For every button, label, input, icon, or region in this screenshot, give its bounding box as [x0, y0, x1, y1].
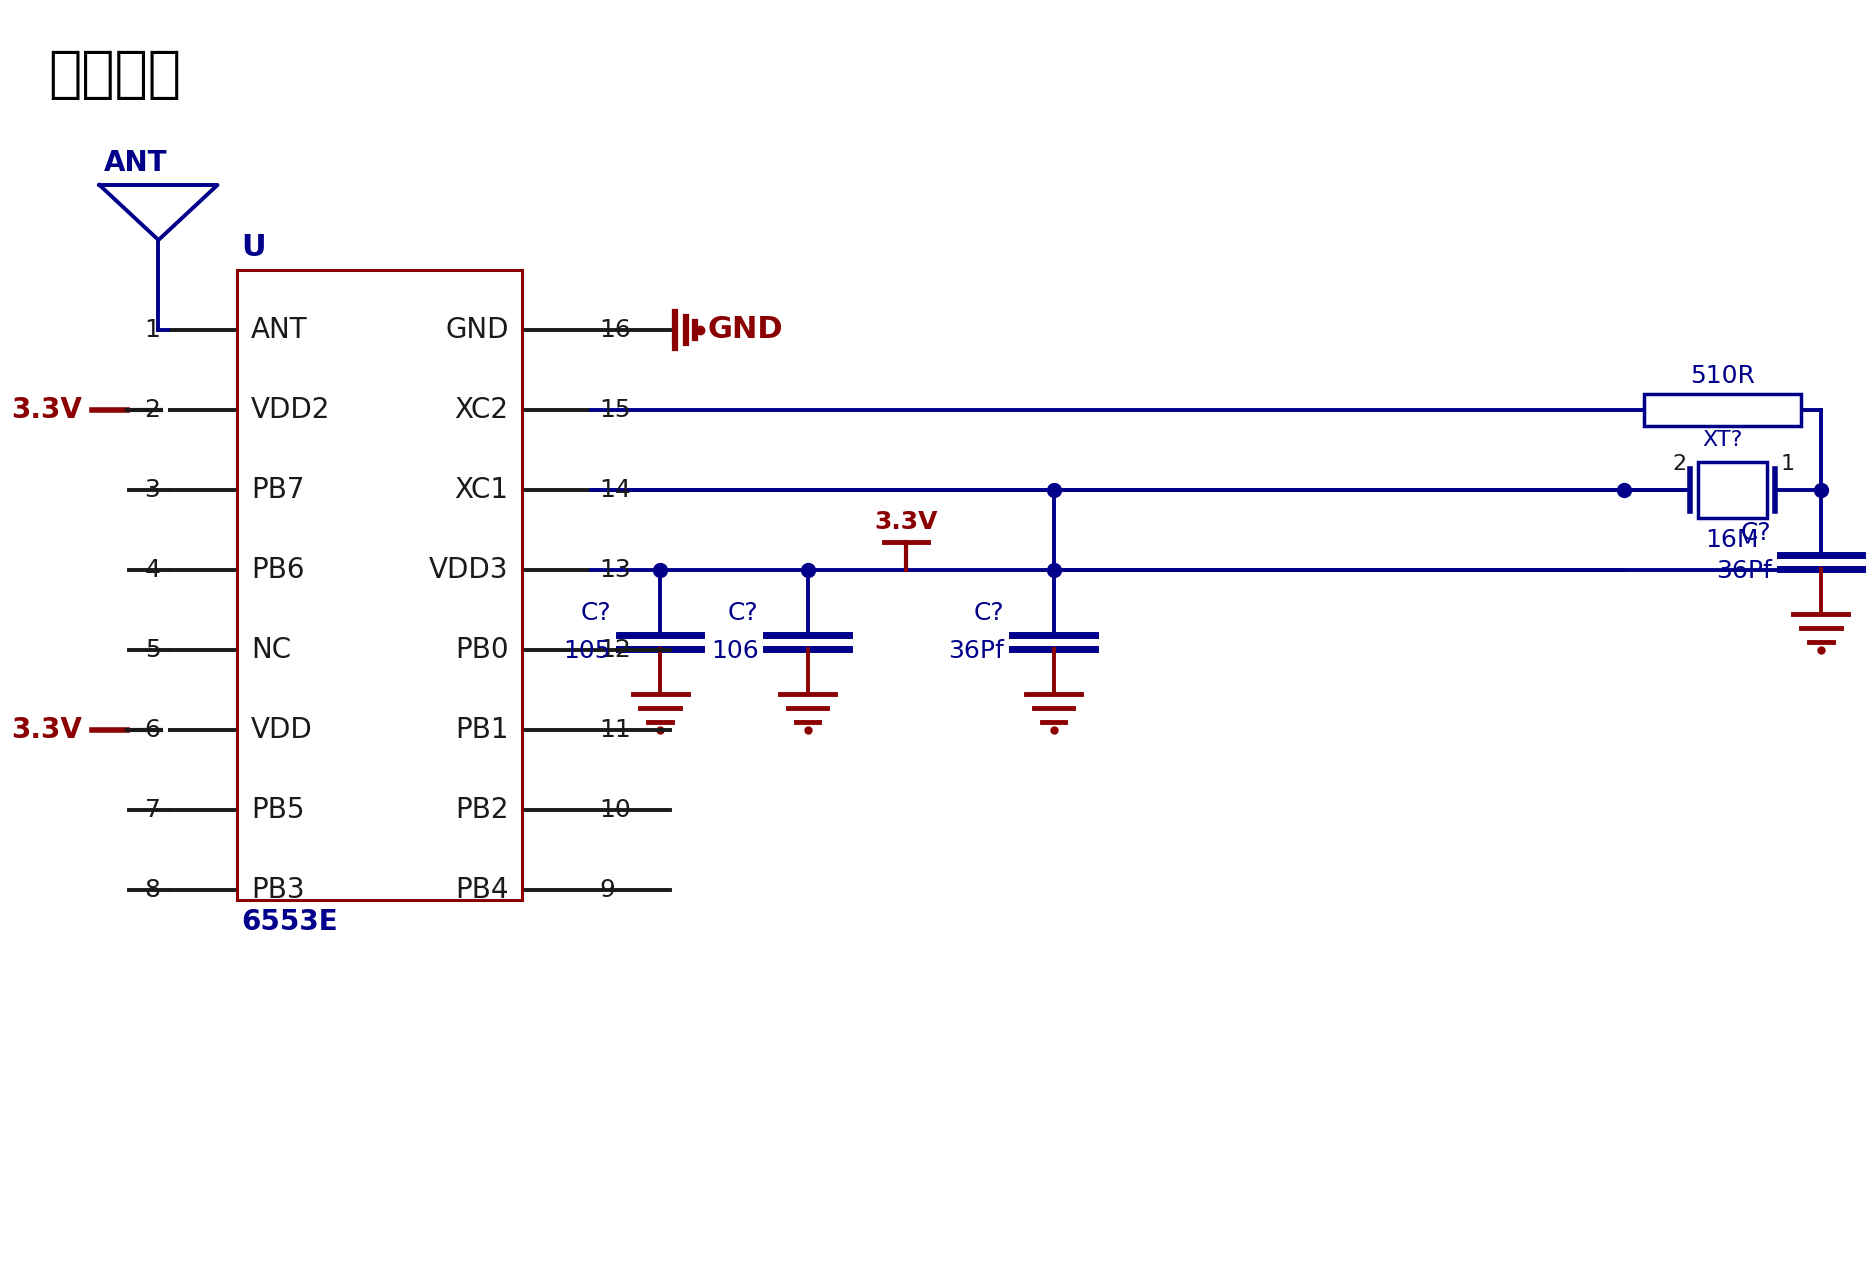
Text: 6: 6 — [144, 718, 161, 742]
Text: PB4: PB4 — [455, 876, 508, 904]
Bar — [1697, 462, 1766, 518]
Text: 16M: 16M — [1704, 528, 1759, 552]
Text: 510R: 510R — [1689, 365, 1753, 387]
Text: ANT: ANT — [251, 316, 307, 344]
Text: 9: 9 — [599, 879, 614, 901]
Text: 4: 4 — [144, 558, 161, 582]
Bar — [1643, 394, 1800, 425]
Text: PB6: PB6 — [251, 556, 303, 584]
Text: 15: 15 — [599, 398, 631, 422]
Text: VDD3: VDD3 — [429, 556, 508, 584]
Text: U: U — [242, 233, 266, 262]
Text: 7: 7 — [144, 798, 161, 822]
Text: 10: 10 — [599, 798, 631, 822]
Text: PB1: PB1 — [455, 717, 508, 744]
Text: 1: 1 — [1779, 454, 1794, 473]
Text: VDD: VDD — [251, 717, 313, 744]
Text: 3.3V: 3.3V — [11, 717, 82, 744]
Text: PB7: PB7 — [251, 476, 303, 504]
Text: 1: 1 — [144, 318, 161, 342]
Text: XC2: XC2 — [455, 396, 508, 424]
Text: C?: C? — [727, 601, 759, 625]
Text: 参考设计: 参考设计 — [49, 48, 182, 103]
Text: XC1: XC1 — [455, 476, 508, 504]
Text: C?: C? — [1740, 522, 1770, 544]
Text: 16: 16 — [599, 318, 631, 342]
Text: GND: GND — [446, 316, 508, 344]
Text: 6553E: 6553E — [242, 908, 337, 936]
Text: 12: 12 — [599, 638, 631, 662]
Text: NC: NC — [251, 636, 290, 663]
Text: 36Pf: 36Pf — [1716, 560, 1770, 584]
Text: 106: 106 — [710, 639, 759, 663]
Text: PB2: PB2 — [455, 796, 508, 824]
Text: 13: 13 — [599, 558, 631, 582]
Text: 3.3V: 3.3V — [11, 396, 82, 424]
Bar — [238, 270, 523, 900]
Text: 5: 5 — [144, 638, 161, 662]
Text: 14: 14 — [599, 479, 631, 503]
Text: 2: 2 — [1671, 454, 1686, 473]
Text: ANT: ANT — [105, 149, 169, 177]
Text: PB5: PB5 — [251, 796, 303, 824]
Text: 3.3V: 3.3V — [875, 510, 936, 534]
Text: C?: C? — [974, 601, 1004, 625]
Text: VDD2: VDD2 — [251, 396, 330, 424]
Text: 36Pf: 36Pf — [948, 639, 1004, 663]
Text: 11: 11 — [599, 718, 631, 742]
Text: C?: C? — [581, 601, 611, 625]
Text: GND: GND — [706, 315, 783, 344]
Text: 3: 3 — [144, 479, 161, 503]
Text: 8: 8 — [144, 879, 161, 901]
Text: XT?: XT? — [1701, 430, 1742, 449]
Text: 2: 2 — [144, 398, 161, 422]
Text: PB3: PB3 — [251, 876, 305, 904]
Text: 105: 105 — [564, 639, 611, 663]
Text: PB0: PB0 — [455, 636, 508, 663]
